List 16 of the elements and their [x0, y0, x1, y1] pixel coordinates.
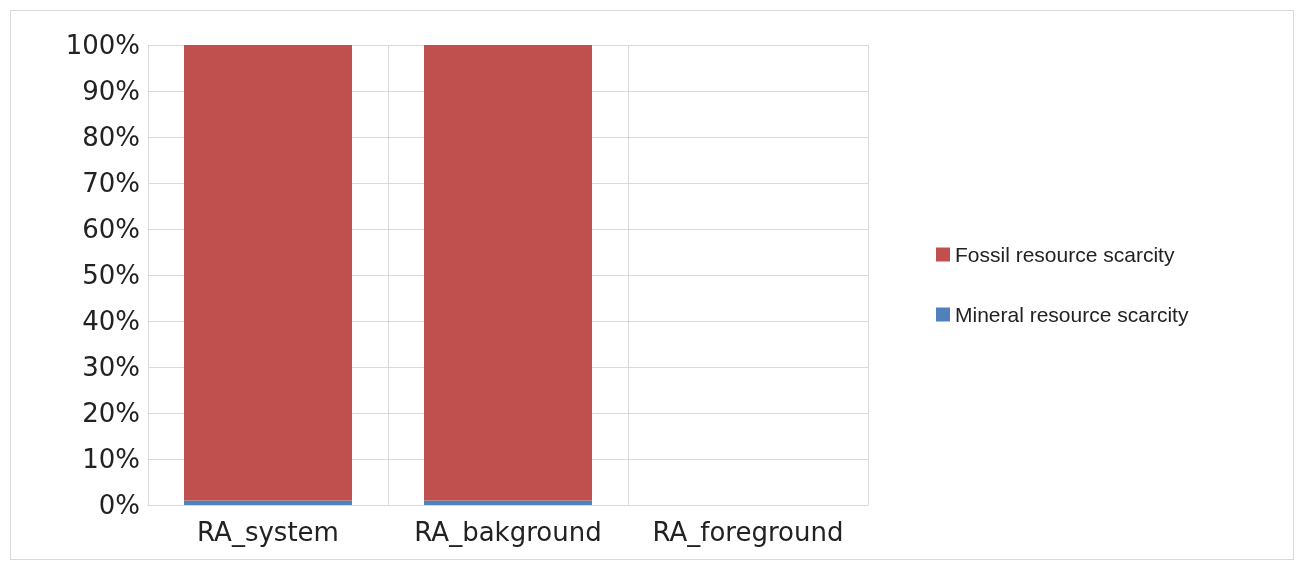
y-tick-label: 40% [82, 306, 140, 336]
x-tick-label: RA_bakground [414, 517, 602, 547]
y-tick-label: 90% [82, 76, 140, 106]
y-tick-label: 70% [82, 168, 140, 198]
y-tick-label: 20% [82, 398, 140, 428]
y-tick-label: 80% [82, 122, 140, 152]
y-tick-label: 60% [82, 214, 140, 244]
y-tick-label: 0% [98, 490, 140, 520]
legend-label: Mineral resource scarcity [955, 303, 1189, 326]
x-tick-label: RA_system [197, 517, 339, 547]
y-tick-label: 50% [82, 260, 140, 290]
legend-label: Fossil resource scarcity [955, 243, 1175, 266]
y-tick-label: 100% [65, 30, 140, 60]
y-tick-label: 30% [82, 352, 140, 382]
x-tick-label: RA_foreground [652, 517, 844, 547]
y-tick-label: 10% [82, 444, 140, 474]
